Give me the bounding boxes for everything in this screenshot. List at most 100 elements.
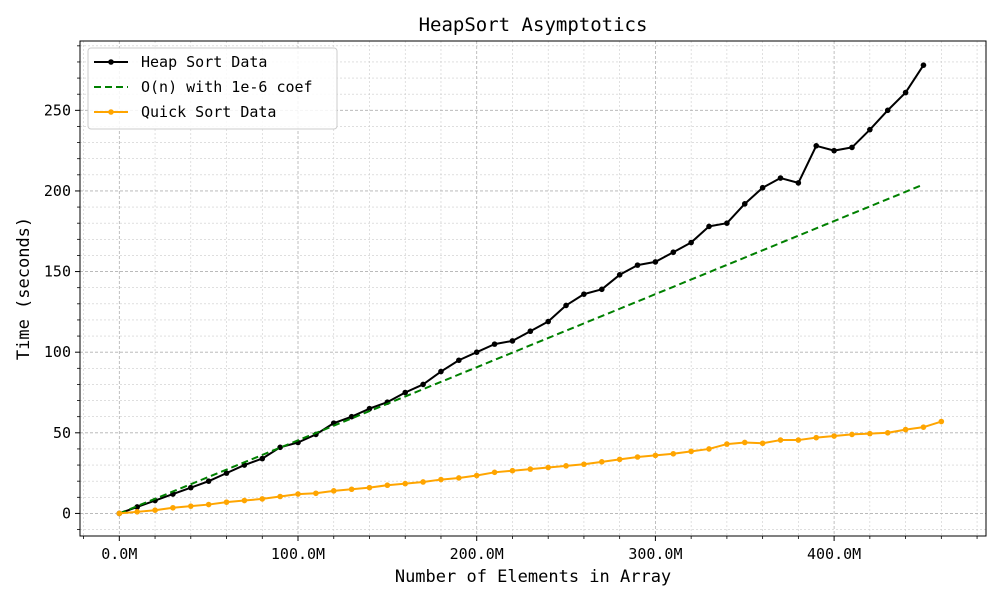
series-2-point (902, 426, 909, 433)
series-2-point (473, 472, 480, 479)
series-0-point (420, 381, 426, 388)
series-2-point (438, 476, 444, 483)
minor-grid (80, 41, 986, 536)
series-0-point (509, 338, 516, 344)
series-2-point (759, 440, 766, 447)
series-0-point (831, 147, 837, 154)
series-2-point (134, 509, 140, 515)
series-0-point (438, 368, 444, 375)
series-0-point (366, 405, 373, 412)
y-axis-ticks: 0 50 100 150 200 250 (44, 45, 80, 530)
series-0-point (849, 144, 855, 151)
series-2-point (170, 504, 176, 511)
x-tick-label: 100.0M (271, 545, 325, 563)
y-tick-label: 100 (44, 343, 71, 361)
series-2-point (598, 459, 605, 465)
series-2-point (313, 490, 319, 497)
series-2-point (420, 479, 426, 485)
series-2-point (920, 424, 927, 430)
legend-label-0: Heap Sort Data (141, 53, 267, 71)
major-grid (80, 41, 986, 536)
y-tick-label: 250 (44, 101, 71, 119)
series-0-point (491, 341, 498, 347)
series-2-point (563, 463, 569, 469)
legend-box (87, 47, 338, 130)
chart-title: HeapSort Asymptotics (419, 14, 648, 36)
series-0-point (795, 180, 802, 186)
series-2-point (688, 448, 694, 455)
series-0-point (402, 389, 409, 396)
series-2-point (724, 441, 730, 447)
series-0-point (545, 318, 551, 325)
legend-marker-0 (108, 59, 114, 65)
series-line-0 (118, 64, 925, 515)
series-2-point (849, 431, 855, 438)
series-layer (116, 62, 945, 517)
series-2-point (634, 454, 641, 460)
y-tick-label: 50 (53, 424, 71, 442)
x-tick-label: 200.0M (450, 545, 504, 563)
series-0-point (724, 220, 730, 226)
series-0-point (277, 444, 283, 451)
series-0-point (187, 484, 194, 491)
series-2-point (456, 475, 462, 481)
series-0-point (706, 223, 712, 230)
x-axis-ticks: 0.0M 100.0M 200.0M 300.0M 400.0M (83, 536, 978, 563)
series-0-point (598, 286, 605, 293)
series-0-point (205, 478, 212, 484)
series-0-point (652, 259, 659, 265)
x-tick-label: 400.0M (807, 545, 861, 563)
legend: Heap Sort Data O(n) with 1e-6 coef Quick S… (87, 47, 338, 130)
series-2-point (116, 510, 123, 517)
legend-marker-2 (108, 109, 114, 115)
series-0-point (902, 89, 909, 96)
series-2-point (295, 491, 301, 497)
series-0-point (813, 143, 820, 149)
series-0-point (616, 271, 623, 278)
y-tick-label: 150 (44, 263, 71, 281)
series-0-point (134, 504, 140, 510)
series-0-point (456, 357, 462, 364)
series-0-point (920, 62, 927, 68)
series-2-point (616, 456, 623, 463)
series-2-point (831, 433, 837, 439)
series-2-point (205, 501, 212, 508)
series-0-point (473, 349, 480, 355)
y-tick-label: 0 (62, 504, 71, 522)
series-2-point (652, 452, 659, 459)
series-2-point (938, 418, 945, 425)
series-2-point (402, 480, 409, 487)
series-0-point (634, 262, 641, 268)
series-0-point (759, 184, 766, 191)
x-tick-label: 300.0M (628, 545, 682, 563)
series-0-point (563, 302, 569, 309)
series-0-point (259, 455, 266, 462)
series-2-point (545, 464, 551, 471)
series-0-point (348, 413, 355, 420)
series-0-point (884, 107, 891, 114)
series-2-point (777, 437, 784, 443)
y-tick-label: 200 (44, 182, 71, 200)
series-0-point (527, 328, 534, 335)
series-2-point (241, 497, 248, 504)
series-0-point (670, 249, 677, 256)
x-tick-label: 0.0M (101, 545, 137, 563)
series-2-point (706, 446, 712, 452)
series-line-1 (118, 183, 924, 515)
series-2-point (884, 430, 891, 436)
series-0-point (581, 291, 587, 297)
series-2-point (509, 467, 516, 474)
series-2-point (491, 469, 498, 476)
series-2-point (795, 437, 802, 443)
series-0-point (223, 470, 230, 476)
legend-label-2: Quick Sort Data (141, 103, 276, 121)
series-2-point (277, 493, 283, 500)
series-2-point (741, 439, 748, 446)
series-2-point (223, 499, 230, 505)
series-0-point (867, 126, 873, 133)
series-2-point (527, 466, 534, 472)
series-2-point (152, 507, 158, 514)
series-2-point (259, 496, 266, 502)
series-2-point (384, 482, 391, 489)
